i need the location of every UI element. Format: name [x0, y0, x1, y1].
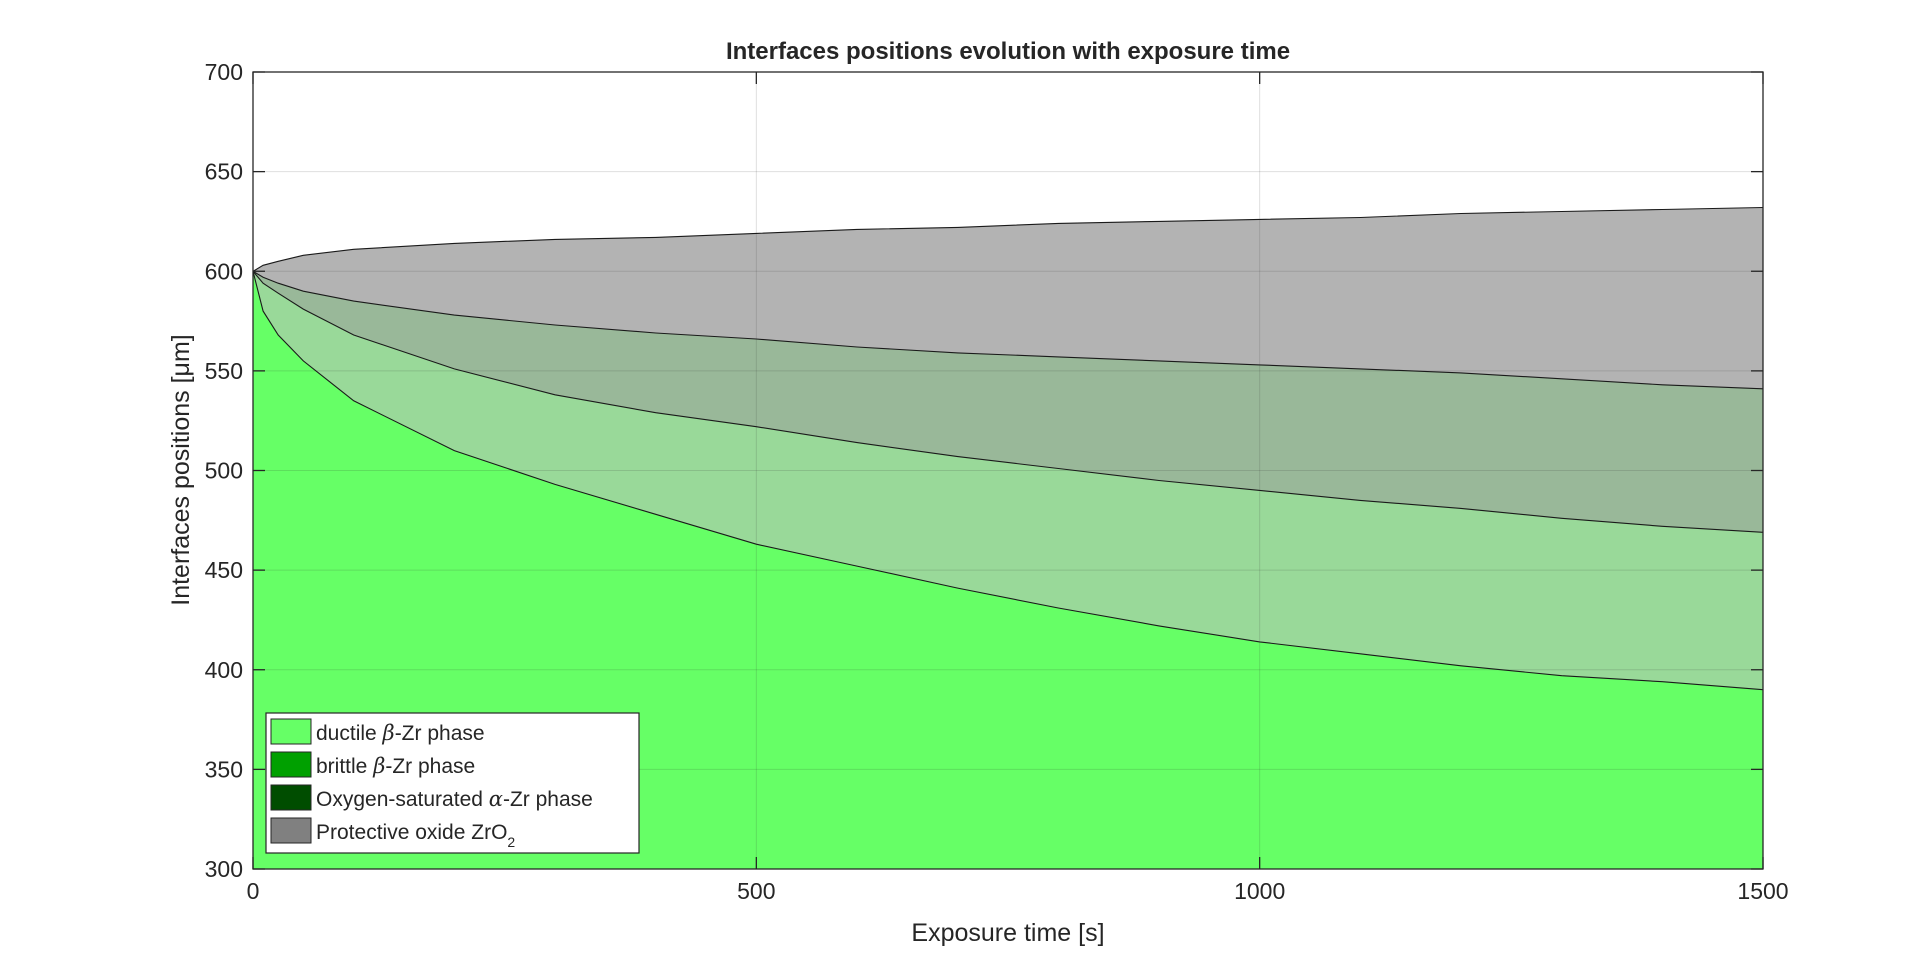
x-tick-label: 500 — [737, 878, 775, 904]
legend: ductile β-Zr phase brittle β-Zr phase Oxyg… — [265, 712, 640, 854]
y-tick-label: 700 — [205, 59, 243, 85]
y-tick-label: 300 — [205, 856, 243, 882]
x-tick-label: 0 — [247, 878, 260, 904]
area-band-2 — [253, 271, 1763, 533]
area-band-1 — [253, 271, 1763, 690]
y-tick-label: 400 — [205, 657, 243, 683]
series-line-3 — [252, 206, 1764, 272]
x-tick-label: 1500 — [1737, 878, 1788, 904]
legend-swatch-2 — [270, 784, 312, 811]
y-axis-label: Interfaces positions [μm] — [167, 334, 195, 605]
y-tick-label: 450 — [205, 557, 243, 583]
series-line-1 — [252, 270, 1764, 533]
y-tick-label: 500 — [205, 458, 243, 484]
y-tick-label: 550 — [205, 358, 243, 384]
x-axis-label: Exposure time [s] — [911, 919, 1104, 947]
tick-layer: 0 500 1000 1500 300 350 400 450 500 550 600 650 700 — [205, 59, 1789, 904]
area-band-3 — [253, 207, 1763, 389]
legend-swatch-3 — [270, 817, 312, 844]
legend-label-0: ductile β-Zr phase — [316, 721, 485, 745]
x-tick-label: 1000 — [1234, 878, 1285, 904]
series-line-0 — [252, 271, 1764, 691]
series-line-2 — [252, 270, 1764, 390]
legend-swatch-0 — [270, 718, 312, 745]
y-tick-label: 350 — [205, 756, 243, 782]
legend-box — [265, 712, 640, 854]
legend-swatch-1 — [270, 751, 312, 778]
y-tick-label: 600 — [205, 258, 243, 284]
chart-title: Interfaces positions evolution with expo… — [726, 38, 1290, 65]
legend-label-2: Oxygen-saturated α-Zr phase — [316, 787, 593, 811]
legend-label-1: brittle β-Zr phase — [316, 754, 475, 778]
y-tick-label: 650 — [205, 159, 243, 185]
